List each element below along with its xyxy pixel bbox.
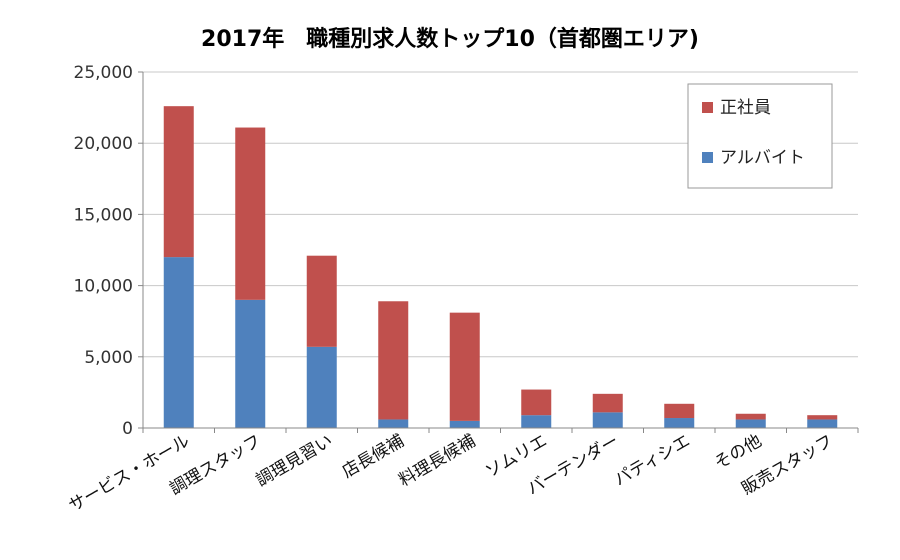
bar-segment-seisha (592, 393, 623, 413)
bar-segment-seisha (378, 301, 409, 420)
bar-segment-arubaito (163, 257, 194, 428)
bar-segment-arubaito (521, 415, 552, 428)
legend-box (687, 83, 833, 189)
bar-segment-arubaito (235, 299, 266, 428)
bar-segment-seisha (664, 403, 695, 419)
y-tick-label: 15,000 (74, 205, 133, 225)
bar-segment-seisha (235, 127, 266, 300)
bar-segment-seisha (306, 255, 337, 347)
x-tick-label: サービス・ホール (65, 431, 193, 516)
legend-label-seisha: 正社員 (720, 98, 771, 118)
y-tick-label: 25,000 (74, 63, 133, 83)
legend-label-arubaito: アルバイト (720, 148, 805, 168)
y-tick-label: 5,000 (84, 348, 133, 368)
bar-segment-arubaito (306, 346, 337, 428)
y-tick-label: 10,000 (74, 277, 133, 297)
bar-segment-seisha (735, 413, 766, 420)
bar-segment-arubaito (378, 419, 409, 428)
legend-swatch-seisha (702, 102, 713, 113)
bar-segment-seisha (807, 415, 838, 420)
bar-segment-seisha (449, 312, 480, 421)
bar-segment-arubaito (664, 418, 695, 428)
bar-segment-arubaito (449, 420, 480, 428)
x-tick-label: その他 (711, 431, 765, 474)
chart-title: 2017年 職種別求人数トップ10（首都圏エリア) (201, 26, 699, 52)
legend-swatch-arubaito (702, 152, 713, 163)
y-tick-label: 20,000 (74, 134, 133, 154)
legend: 正社員 アルバイト (687, 83, 833, 189)
bar-segment-seisha (163, 106, 194, 258)
x-tick-label: 料理長候補 (396, 431, 480, 491)
bar-segment-arubaito (592, 412, 623, 428)
bar-segment-arubaito (807, 419, 838, 428)
bar-segment-seisha (521, 389, 552, 416)
bar-segment-arubaito (735, 419, 766, 428)
y-tick-label: 0 (122, 419, 133, 439)
x-tick-label: パティシエ (611, 431, 694, 490)
x-tick-label: 調理見習い (253, 431, 337, 491)
bars (163, 106, 838, 428)
